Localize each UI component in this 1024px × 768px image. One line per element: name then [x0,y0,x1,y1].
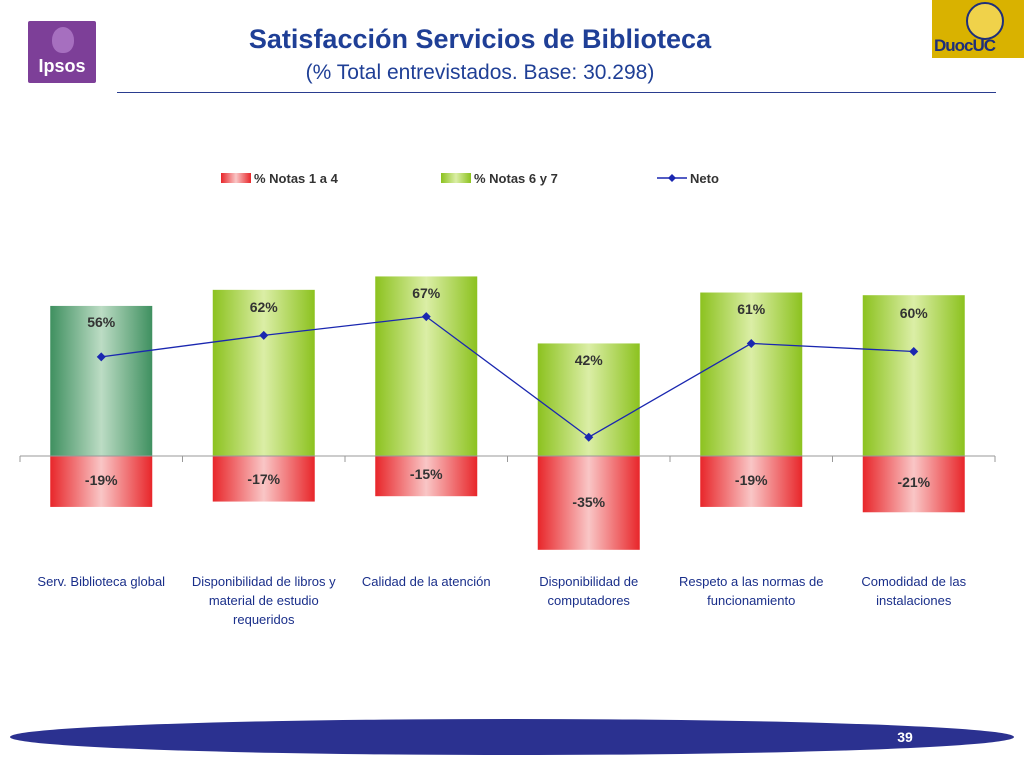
legend-swatch [441,173,471,183]
neto-point [421,312,431,322]
ipsos-logo: Ipsos [28,21,96,83]
duocuc-logo: DuocUC [932,0,1024,58]
positive-bar [700,292,803,456]
neto-point [746,338,756,348]
chart-axis: Serv. Biblioteca global Disponibilidad de… [19,455,996,627]
duocuc-seal-icon [966,2,1004,40]
satisfaction-chart: % Notas 1 a 4 % Notas 6 y 7 Neto Serv. Bib… [19,171,996,627]
negative-bar [50,456,153,507]
positive-data-label: 62% [250,299,279,315]
negative-data-label: -21% [897,474,930,490]
legend-label: Neto [690,171,719,186]
chart-data-labels: 56% -19% 62% -17% 67% -15% 42% -35% 61% -19% 60% -2… [85,285,931,510]
positive-data-label: 42% [575,352,604,368]
category-label-line: funcionamiento [707,593,795,608]
chart-legend: % Notas 1 a 4 % Notas 6 y 7 Neto [221,171,719,186]
neto-point [909,346,919,356]
positive-bar [375,276,478,456]
negative-bar [375,456,478,497]
negative-bar [537,456,640,550]
ipsos-logo-text: Ipsos [38,56,86,76]
negative-bar [212,456,315,502]
category-label-line: Comodidad de las [861,574,966,589]
category-label-line: Disponibilidad de libros y [192,574,336,589]
chart-bars [50,276,965,550]
positive-data-label: 67% [412,285,441,301]
category-label-line: computadores [548,593,631,608]
negative-data-label: -19% [85,472,118,488]
category-label-line: Serv. Biblioteca global [37,574,165,589]
legend-label: % Notas 6 y 7 [474,171,558,186]
negative-data-label: -17% [247,471,280,487]
page-title: Satisfacción Servicios de Biblioteca [248,24,712,54]
negative-bar [700,456,803,507]
negative-data-label: -35% [572,494,605,510]
positive-data-label: 60% [900,305,929,321]
positive-bar [862,295,965,456]
category-label-line: Disponibilidad de [539,574,638,589]
negative-bar [862,456,965,513]
neto-point [584,432,594,442]
positive-bar [50,305,153,456]
neto-point [259,330,269,340]
category-label-line: requeridos [233,612,295,627]
category-label: Calidad de la atención [362,574,491,589]
category-label-line: Respeto a las normas de [679,574,824,589]
category-label: Disponibilidad de libros y material de es… [192,574,336,627]
category-label-line: instalaciones [876,593,952,608]
category-label: Comodidad de las instalaciones [861,574,966,608]
negative-data-label: -19% [735,472,768,488]
legend-label: % Notas 1 a 4 [254,171,339,186]
positive-data-label: 61% [737,301,766,317]
category-label: Serv. Biblioteca global [37,574,165,589]
positive-bar [212,289,315,456]
category-label-line: material de estudio [209,593,319,608]
duocuc-logo-text: DuocUC [934,36,996,55]
footer-bar [10,719,1014,755]
positive-data-label: 56% [87,314,116,330]
neto-point [96,352,106,362]
title-divider [117,92,996,93]
page-number: 39 [897,729,913,745]
category-label: Disponibilidad de computadores [539,574,638,608]
category-label: Respeto a las normas de funcionamiento [679,574,824,608]
neto-line-series [96,312,919,442]
legend-swatch [221,173,251,183]
category-label-line: Calidad de la atención [362,574,491,589]
page-subtitle: (% Total entrevistados. Base: 30.298) [305,61,655,84]
ipsos-head-icon [52,27,74,53]
negative-data-label: -15% [410,466,443,482]
legend-marker [668,174,676,182]
neto-line [101,315,914,439]
